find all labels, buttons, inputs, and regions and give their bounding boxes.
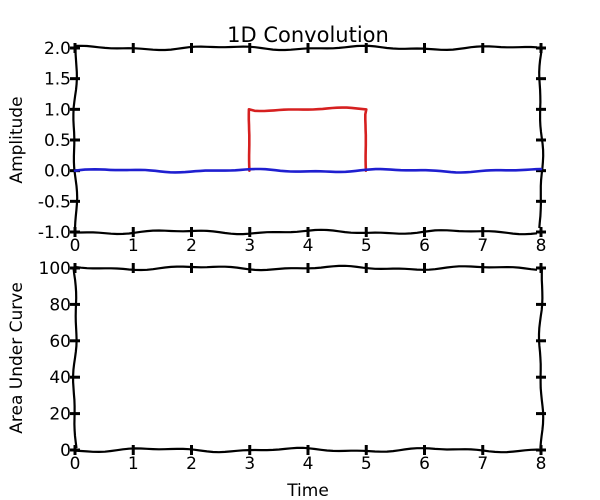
x-tick-label: 4	[303, 454, 314, 474]
x-tick-label: 8	[536, 454, 547, 474]
x-tick-label: 3	[244, 454, 255, 474]
y-tick-label: 1.0	[44, 100, 71, 120]
x-tick-label: 6	[419, 454, 430, 474]
series-line-1	[73, 167, 543, 174]
x-tick-label: 2	[186, 236, 197, 256]
area-plot-frame	[72, 264, 545, 454]
y-tick-label: -0.5	[38, 192, 71, 212]
y-tick-label: 100	[39, 259, 71, 279]
y-tick-label: 20	[49, 405, 71, 425]
y-tick-label: 0.5	[44, 131, 71, 151]
y-tick-label: 80	[49, 295, 71, 315]
series-line-0	[247, 106, 368, 172]
y-tick-label: 60	[49, 332, 71, 352]
x-tick-label: 4	[303, 236, 314, 256]
y-axis-label-amplitude: Amplitude	[7, 96, 27, 183]
y-tick-label: 40	[49, 368, 71, 388]
y-tick-label: 2.0	[44, 39, 71, 59]
x-tick-label: 2	[186, 454, 197, 474]
x-tick-label: 0	[70, 236, 81, 256]
x-tick-label: 1	[128, 454, 139, 474]
x-axis-label-time: Time	[286, 481, 329, 500]
y-tick-label: 1.5	[44, 70, 71, 90]
x-tick-label: 0	[70, 454, 81, 474]
y-tick-label: 0.0	[44, 162, 71, 182]
y-tick-label: -1.0	[38, 223, 71, 243]
amplitude-plot-frame	[72, 44, 545, 236]
x-tick-label: 8	[536, 236, 547, 256]
x-tick-label: 6	[419, 236, 430, 256]
y-tick-label: 0	[60, 441, 71, 461]
y-axis-label-area: Area Under Curve	[7, 282, 27, 434]
amplitude-axes: 1D Convolution 0 1 2 3 4 5 6 7 8-1.0-0.50.00.51.…	[7, 23, 546, 256]
x-tick-label: 3	[244, 236, 255, 256]
x-tick-label: 7	[477, 236, 488, 256]
x-tick-label: 1	[128, 236, 139, 256]
x-tick-label: 5	[361, 236, 372, 256]
x-tick-label: 7	[477, 454, 488, 474]
x-tick-label: 5	[361, 454, 372, 474]
